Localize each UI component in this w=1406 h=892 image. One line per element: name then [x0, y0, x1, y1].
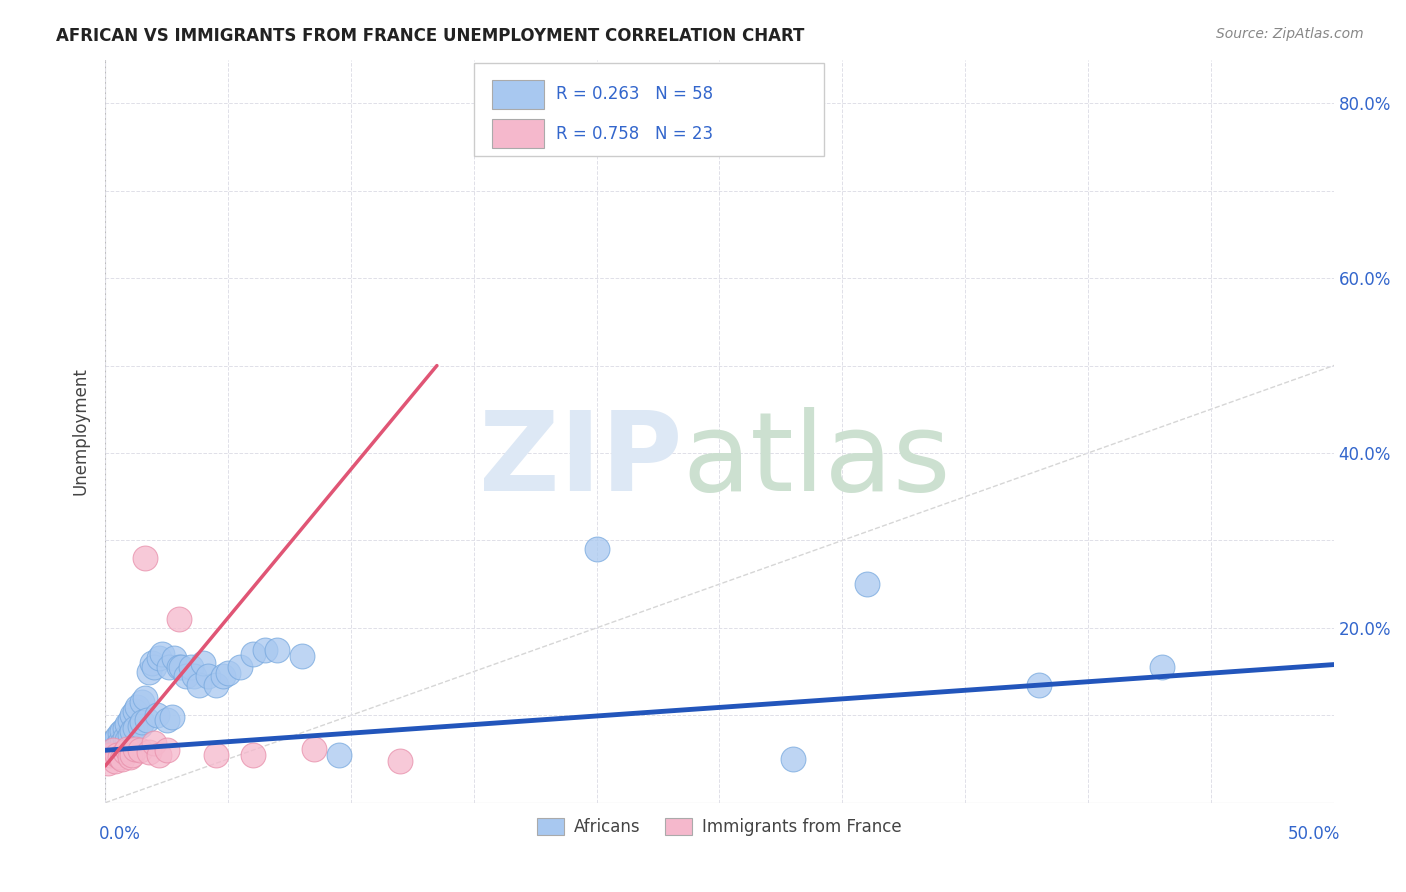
- Point: [174, 669, 197, 683]
- Point: [114, 722, 136, 736]
- Point: [134, 690, 156, 705]
- Text: R = 0.758   N = 23: R = 0.758 N = 23: [555, 125, 713, 143]
- Text: ZIP: ZIP: [479, 408, 682, 515]
- Point: [183, 669, 205, 683]
- Point: [104, 745, 127, 759]
- Point: [156, 743, 179, 757]
- Point: [107, 747, 129, 762]
- Point: [138, 745, 160, 759]
- Point: [266, 642, 288, 657]
- Point: [302, 741, 325, 756]
- Text: R = 0.263   N = 58: R = 0.263 N = 58: [555, 86, 713, 103]
- Point: [118, 750, 141, 764]
- Point: [242, 747, 264, 762]
- Point: [253, 642, 276, 657]
- Point: [114, 731, 136, 745]
- Point: [1150, 660, 1173, 674]
- Text: 0.0%: 0.0%: [98, 825, 141, 843]
- Point: [163, 651, 186, 665]
- Point: [121, 708, 143, 723]
- Point: [138, 665, 160, 679]
- Point: [134, 550, 156, 565]
- Point: [242, 647, 264, 661]
- Point: [124, 722, 146, 736]
- Text: atlas: atlas: [682, 408, 950, 515]
- Point: [146, 708, 169, 723]
- Point: [111, 736, 134, 750]
- Point: [117, 741, 139, 756]
- Point: [121, 724, 143, 739]
- Point: [127, 699, 149, 714]
- Point: [98, 741, 121, 756]
- Point: [118, 713, 141, 727]
- Point: [107, 730, 129, 744]
- Point: [117, 717, 139, 731]
- Point: [104, 754, 127, 768]
- Point: [128, 743, 150, 757]
- Point: [128, 719, 150, 733]
- FancyBboxPatch shape: [492, 80, 544, 109]
- Point: [124, 741, 146, 756]
- Text: 50.0%: 50.0%: [1288, 825, 1340, 843]
- Point: [108, 734, 131, 748]
- Point: [148, 747, 170, 762]
- Point: [782, 752, 804, 766]
- FancyBboxPatch shape: [474, 63, 824, 156]
- Point: [197, 669, 219, 683]
- Point: [180, 660, 202, 674]
- Point: [193, 656, 215, 670]
- Point: [389, 754, 412, 768]
- Point: [101, 736, 124, 750]
- Point: [114, 745, 136, 759]
- Point: [124, 704, 146, 718]
- Point: [856, 577, 879, 591]
- Point: [121, 747, 143, 762]
- Point: [136, 713, 159, 727]
- Point: [108, 750, 131, 764]
- Point: [204, 747, 226, 762]
- Point: [143, 660, 166, 674]
- Point: [585, 542, 607, 557]
- Point: [291, 648, 314, 663]
- Point: [217, 666, 239, 681]
- Text: Source: ZipAtlas.com: Source: ZipAtlas.com: [1216, 27, 1364, 41]
- Point: [131, 695, 153, 709]
- Point: [150, 647, 173, 661]
- Point: [167, 660, 190, 674]
- Point: [187, 678, 209, 692]
- Point: [157, 660, 180, 674]
- Point: [118, 727, 141, 741]
- Legend: Africans, Immigrants from France: Africans, Immigrants from France: [530, 811, 908, 843]
- Point: [328, 747, 350, 762]
- Point: [131, 715, 153, 730]
- Point: [98, 747, 121, 762]
- Point: [111, 752, 134, 766]
- Point: [170, 660, 193, 674]
- Point: [97, 756, 120, 771]
- Point: [229, 660, 252, 674]
- Point: [167, 612, 190, 626]
- Point: [156, 713, 179, 727]
- FancyBboxPatch shape: [492, 120, 544, 148]
- Point: [160, 710, 183, 724]
- Point: [111, 724, 134, 739]
- Point: [1028, 678, 1050, 692]
- Point: [141, 656, 163, 670]
- Point: [108, 725, 131, 739]
- Point: [143, 736, 166, 750]
- Point: [148, 651, 170, 665]
- Point: [117, 732, 139, 747]
- Point: [212, 669, 235, 683]
- Point: [104, 732, 127, 747]
- Y-axis label: Unemployment: Unemployment: [72, 368, 89, 495]
- Point: [107, 739, 129, 753]
- Text: AFRICAN VS IMMIGRANTS FROM FRANCE UNEMPLOYMENT CORRELATION CHART: AFRICAN VS IMMIGRANTS FROM FRANCE UNEMPL…: [56, 27, 804, 45]
- Point: [204, 678, 226, 692]
- Point: [101, 743, 124, 757]
